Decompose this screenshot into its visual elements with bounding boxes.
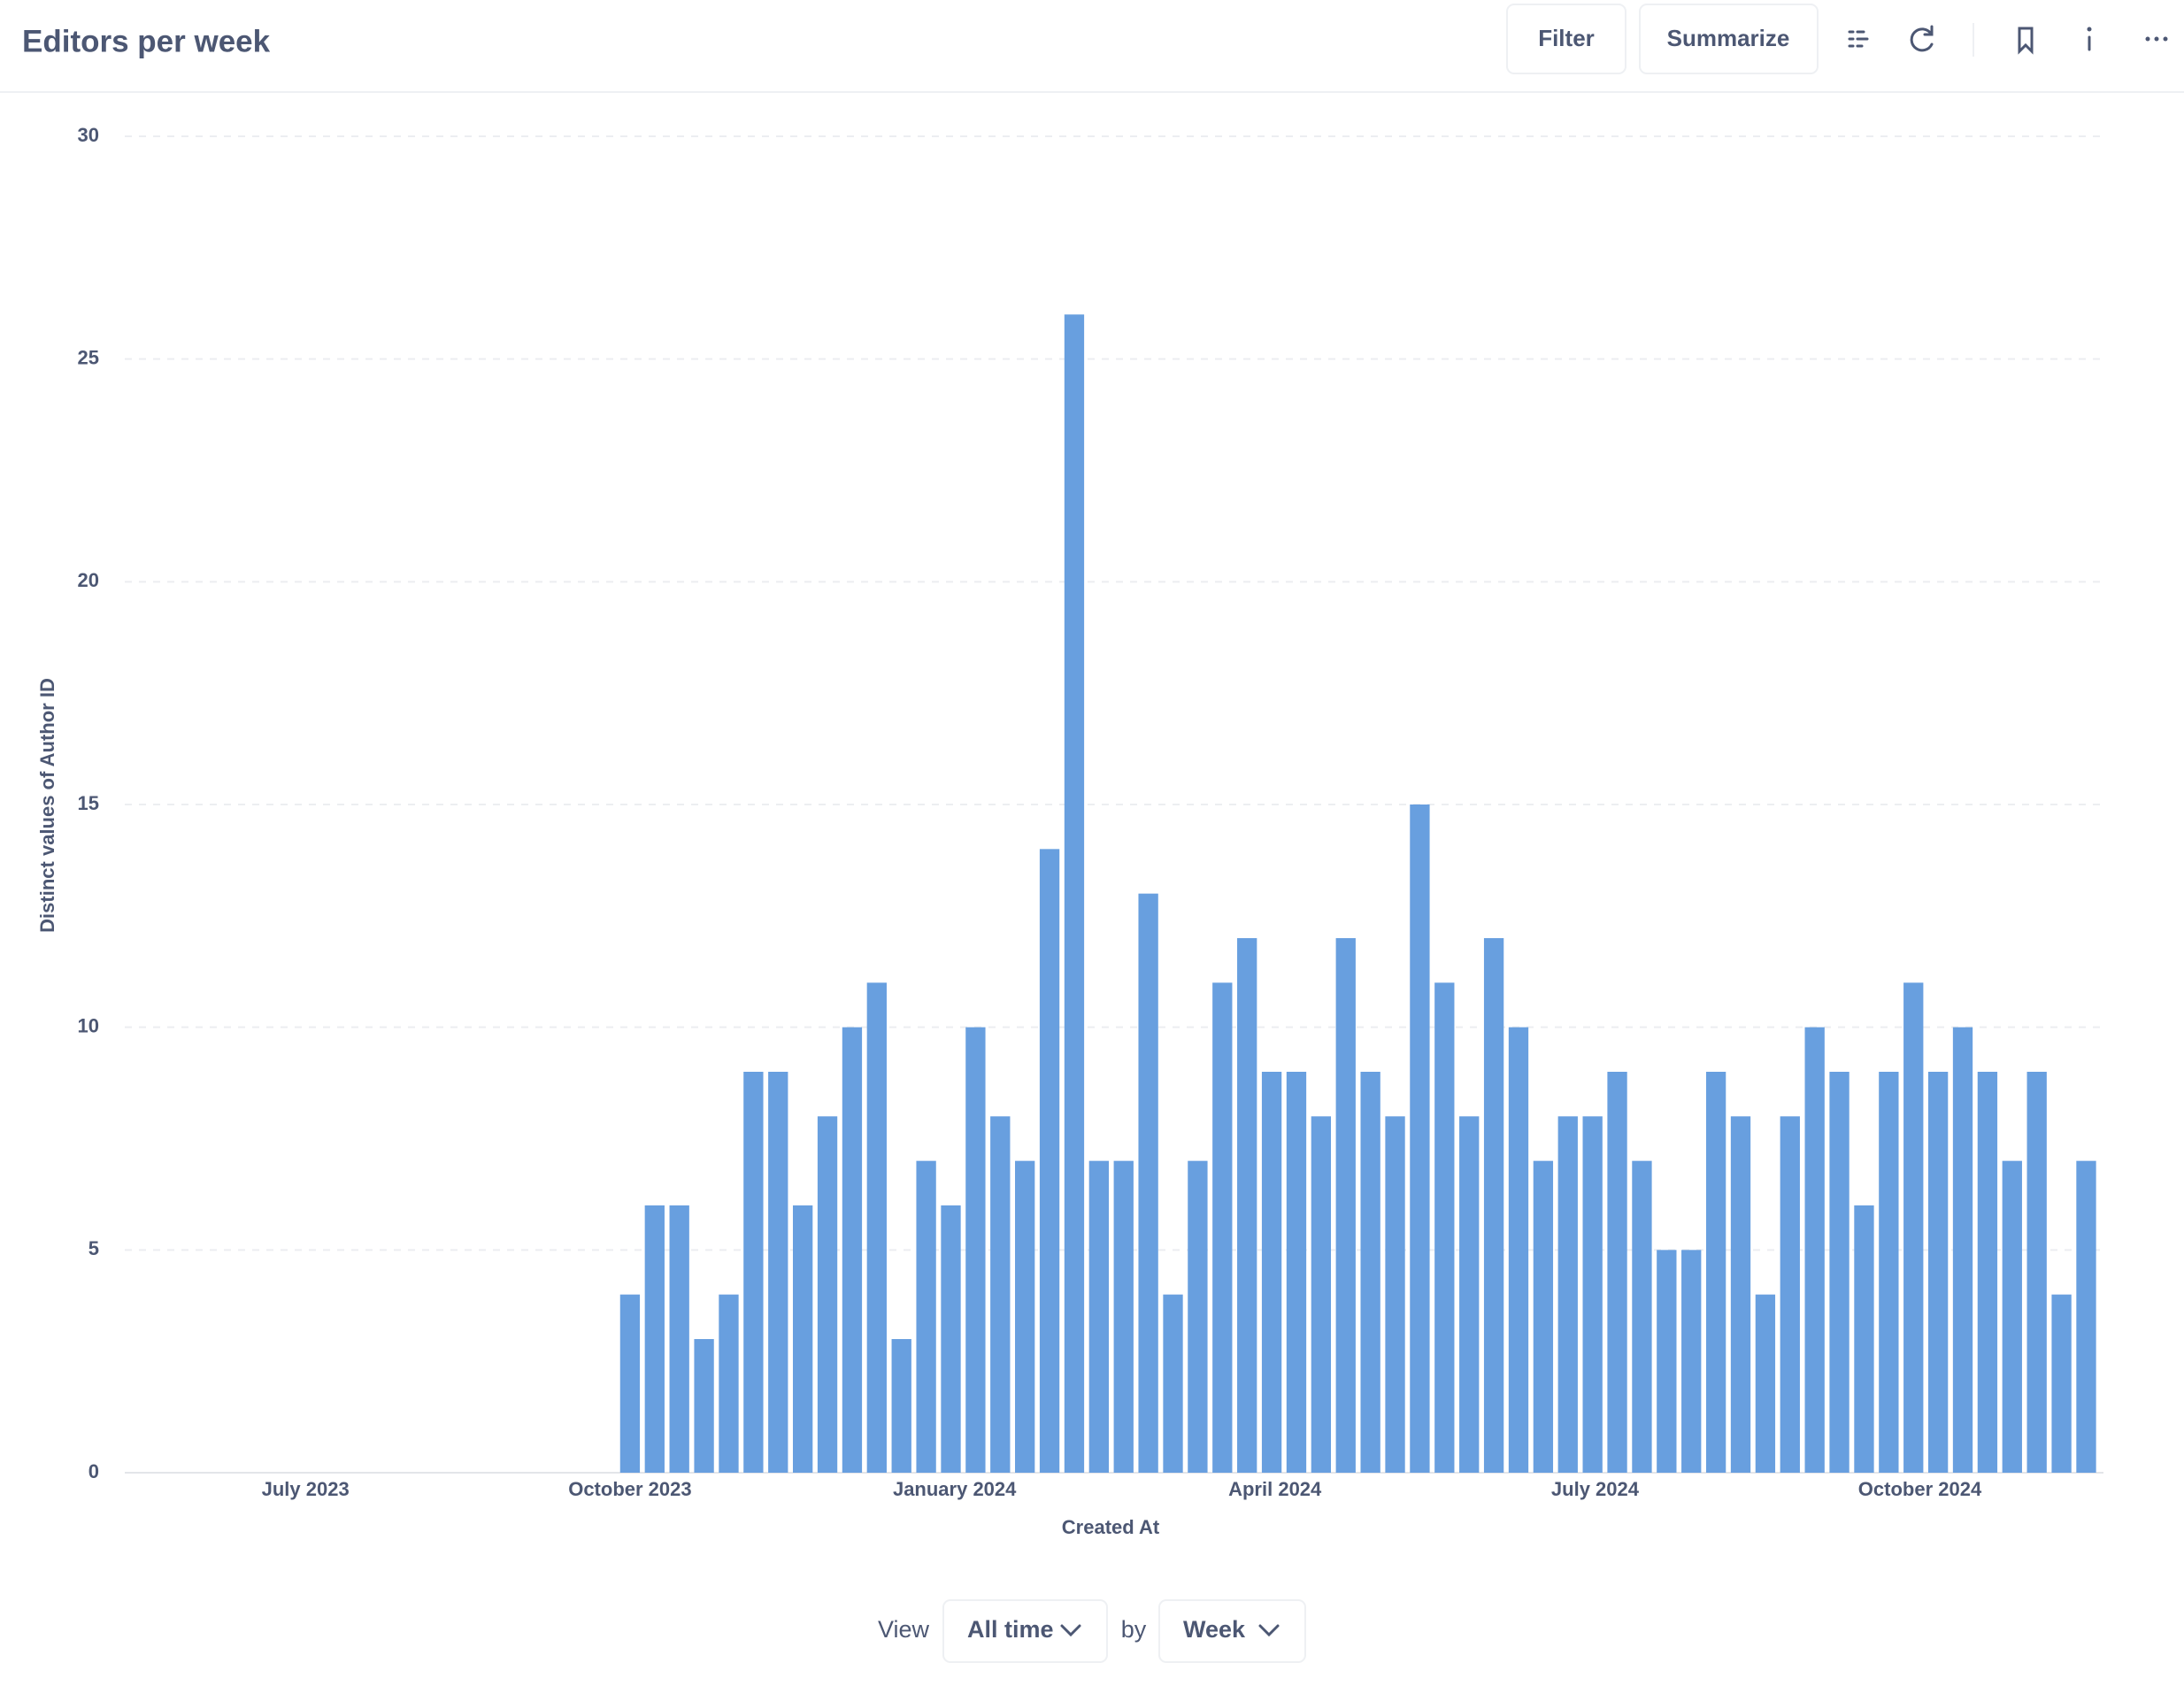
- y-tick-label: 20: [78, 569, 99, 591]
- bar: [1829, 1072, 1849, 1473]
- bar: [1261, 1072, 1282, 1473]
- x-axis-label: Created At: [1062, 1516, 1160, 1538]
- bar: [965, 1027, 986, 1473]
- bookmark-icon[interactable]: [2018, 27, 2034, 55]
- bar: [1730, 1116, 1751, 1473]
- bar: [1064, 314, 1085, 1473]
- x-tick-label: January 2024: [893, 1478, 1017, 1500]
- bar: [1237, 938, 1257, 1473]
- y-tick-label: 5: [88, 1237, 99, 1259]
- bar: [1681, 1250, 1702, 1473]
- bar: [2076, 1160, 2096, 1473]
- bar: [768, 1072, 788, 1473]
- bar: [1557, 1116, 1578, 1473]
- x-tick-label: July 2023: [262, 1478, 350, 1500]
- y-tick-label: 15: [78, 792, 99, 814]
- range-select[interactable]: [942, 1599, 1108, 1663]
- x-tick-label: October 2024: [1858, 1478, 1982, 1500]
- bar: [1434, 982, 1455, 1473]
- chevron: [1060, 1624, 1081, 1637]
- bar: [1335, 938, 1356, 1473]
- bar: [1582, 1116, 1603, 1473]
- bar: [619, 1294, 641, 1473]
- bar: [842, 1027, 863, 1473]
- bar: [1804, 1027, 1825, 1473]
- bar: [1879, 1072, 1899, 1473]
- bar: [1138, 893, 1158, 1473]
- bar: [743, 1072, 764, 1473]
- refresh-icon[interactable]: [1910, 25, 1934, 52]
- bar: [792, 1205, 813, 1473]
- view-label: View: [878, 1616, 930, 1643]
- bar: [891, 1339, 911, 1473]
- bar: [1088, 1160, 1109, 1473]
- summarize-label: Summarize: [1667, 25, 1790, 51]
- bar: [1657, 1250, 1677, 1473]
- bar: [990, 1116, 1011, 1473]
- summarize-button[interactable]: [1639, 4, 1819, 74]
- bar: [817, 1116, 838, 1473]
- bar: [1508, 1027, 1529, 1473]
- bar: [1410, 805, 1430, 1473]
- y-tick-label: 0: [88, 1460, 99, 1482]
- bar: [1607, 1072, 1627, 1473]
- y-axis-label: Distinct values of Author ID: [36, 678, 58, 933]
- bar: [1385, 1116, 1405, 1473]
- bar: [916, 1160, 936, 1473]
- bar: [1977, 1072, 1998, 1473]
- bar: [1188, 1160, 1208, 1473]
- bar: [1212, 982, 1233, 1473]
- title: Editors per week: [22, 24, 271, 58]
- by-label: by: [1121, 1616, 1147, 1643]
- bar: [1015, 1160, 1035, 1473]
- unit-select[interactable]: [1158, 1599, 1306, 1663]
- x-tick-label: July 2024: [1551, 1478, 1640, 1500]
- bar: [1113, 1160, 1134, 1473]
- bar: [941, 1205, 961, 1473]
- bar: [1952, 1027, 1973, 1473]
- y-tick-label: 30: [78, 124, 99, 146]
- bar: [2026, 1072, 2047, 1473]
- bar: [1903, 982, 1924, 1473]
- y-tick-label: 25: [78, 346, 99, 368]
- bar: [1854, 1205, 1874, 1473]
- bar: [1163, 1294, 1183, 1473]
- bar: [1780, 1116, 1800, 1473]
- bar: [1533, 1160, 1554, 1473]
- unit-value: Week: [1183, 1616, 1246, 1643]
- bar: [1927, 1072, 1949, 1473]
- bar: [1755, 1294, 1776, 1473]
- bar: [1459, 1116, 1480, 1473]
- plot: 0 5 10 15 20 25 30 July 2023 October 2023 January…: [78, 124, 2103, 1500]
- bar: [644, 1205, 665, 1473]
- bar: [2051, 1294, 2072, 1473]
- bar: [719, 1294, 739, 1473]
- info-icon[interactable]: [2087, 27, 2092, 51]
- filter-button[interactable]: [1506, 4, 1626, 74]
- bar: [1360, 1072, 1380, 1473]
- bar: [669, 1205, 689, 1473]
- chevron: [1258, 1624, 1280, 1637]
- bar: [1705, 1072, 1726, 1473]
- bar: [1286, 1072, 1307, 1473]
- bar: [866, 982, 887, 1473]
- bar: [1632, 1160, 1652, 1473]
- bar: [1483, 938, 1504, 1473]
- x-tick-label: April 2024: [1228, 1478, 1322, 1500]
- bar: [1311, 1116, 1332, 1473]
- bar: [694, 1339, 714, 1473]
- y-tick-label: 10: [78, 1014, 99, 1036]
- filter-label: Filter: [1538, 25, 1595, 51]
- range-value: All time: [967, 1616, 1054, 1643]
- more-icon[interactable]: [2145, 36, 2168, 42]
- bar: [1039, 849, 1060, 1473]
- editor-icon[interactable]: [1848, 30, 1869, 48]
- x-tick-label: October 2023: [568, 1478, 691, 1500]
- bar: [2002, 1160, 2022, 1473]
